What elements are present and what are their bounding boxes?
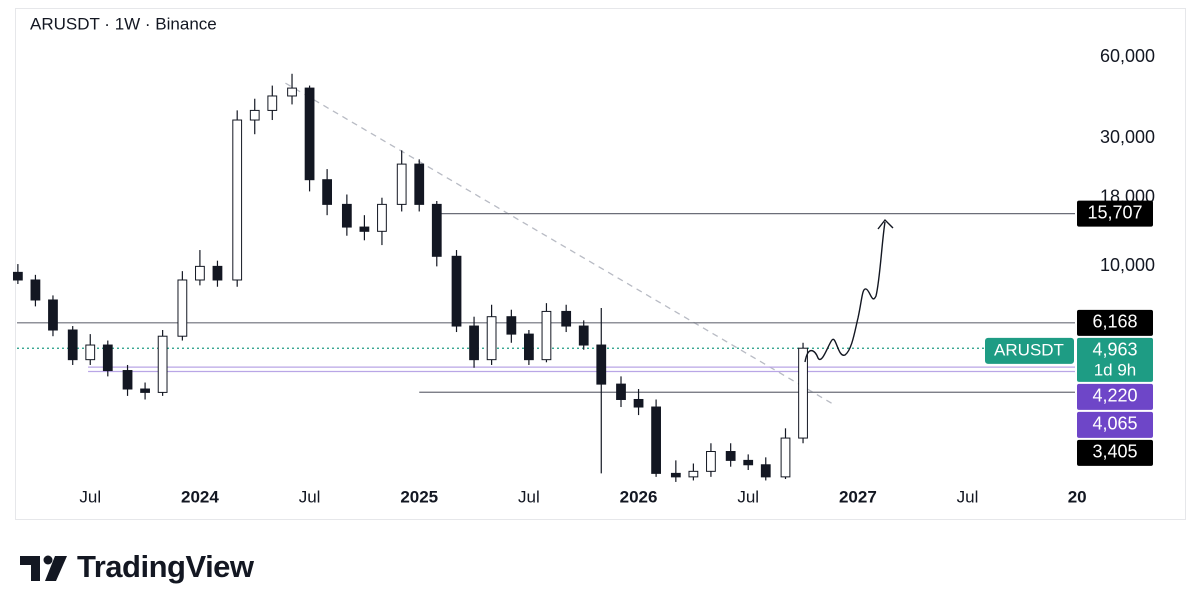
price-label-box (1077, 439, 1153, 466)
candle-body (596, 344, 607, 385)
candle-body (249, 109, 260, 121)
price-label: 15,707 (1087, 202, 1142, 222)
candle-body (322, 179, 333, 205)
forecast-arrow (804, 218, 894, 363)
candle-body (267, 95, 278, 111)
x-tick-label: 2026 (620, 487, 658, 506)
candle-body (506, 316, 517, 335)
candle-body (359, 226, 370, 232)
price-label: 6,168 (1092, 312, 1137, 332)
candle-body (780, 437, 791, 478)
candle-body (524, 333, 534, 361)
candle-body (304, 87, 315, 181)
candle-body (633, 398, 644, 408)
price-label: 3,405 (1092, 442, 1137, 462)
candle-body (85, 344, 96, 361)
candle-body (212, 265, 223, 281)
x-tick-label: 2025 (400, 487, 438, 506)
candle-body (341, 203, 352, 228)
price-label-box (1077, 337, 1153, 382)
trend-line (285, 82, 832, 404)
symbol-tag: ARUSDT (994, 340, 1064, 359)
y-tick-label: 30,000 (1100, 127, 1155, 147)
candle-body (157, 335, 168, 393)
candle-body (177, 279, 188, 337)
candle-body (670, 472, 681, 478)
candle-body (195, 265, 205, 281)
price-label: 4,220 (1092, 386, 1137, 406)
candle-body (30, 279, 41, 301)
price-label-box (1077, 200, 1153, 227)
x-tick-label: 2027 (839, 487, 877, 506)
candle-body (140, 388, 150, 393)
candle-body (486, 316, 497, 361)
chart-frame (15, 8, 1186, 520)
candle-body (561, 310, 572, 327)
candle-body (743, 459, 754, 466)
candle-body (287, 87, 297, 97)
x-tick-label: 20 (1068, 487, 1087, 506)
price-label: 4,065 (1092, 414, 1137, 434)
price-label-box (1077, 309, 1153, 336)
brand-logo: TradingView (20, 549, 255, 584)
brand-name: TradingView (77, 549, 255, 584)
y-tick-label: 10,000 (1100, 255, 1155, 275)
candle-body (232, 119, 243, 281)
price-label: 4,963 (1092, 340, 1137, 360)
candle-body (12, 271, 23, 281)
x-tick-label: Jul (737, 487, 759, 506)
candle-body (651, 406, 661, 474)
y-tick-label: 60,000 (1100, 46, 1155, 66)
symbol-tag-box (985, 337, 1074, 364)
candle-body (725, 451, 736, 461)
price-label-box (1077, 411, 1153, 438)
candle-body (578, 325, 589, 346)
candle-body (67, 329, 78, 361)
candle-body (396, 163, 407, 205)
countdown-label: 1d 9h (1094, 360, 1137, 379)
logo-dot (43, 555, 53, 565)
chart-title: ARUSDT · 1W · Binance (30, 14, 217, 33)
candle-body (541, 310, 552, 361)
candle-body (102, 344, 113, 372)
x-tick-label: 2024 (181, 487, 219, 506)
candle-body (451, 255, 462, 327)
candle-body (616, 383, 626, 400)
logo-t (20, 556, 40, 581)
price-label-box (1077, 383, 1153, 410)
candle-body (48, 299, 58, 331)
x-tick-label: Jul (79, 487, 101, 506)
logo-v (45, 556, 67, 581)
candle-body (798, 347, 808, 439)
candle-body (431, 203, 442, 257)
candle-body (122, 370, 133, 390)
x-tick-label: Jul (299, 487, 321, 506)
candle-body (377, 203, 387, 232)
candle-body (688, 470, 699, 478)
x-tick-label: Jul (957, 487, 979, 506)
candle-body (469, 325, 479, 361)
candle-body (760, 464, 771, 478)
candle-body (706, 451, 716, 472)
candle-body (414, 163, 425, 205)
x-tick-label: Jul (518, 487, 540, 506)
